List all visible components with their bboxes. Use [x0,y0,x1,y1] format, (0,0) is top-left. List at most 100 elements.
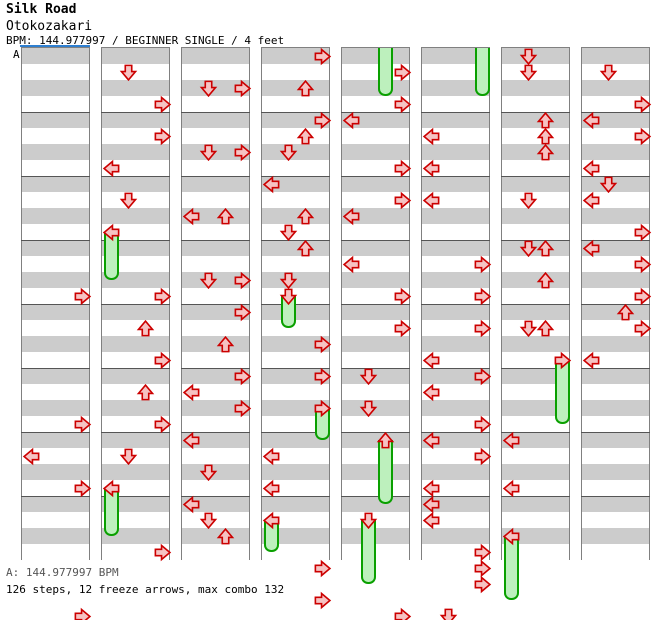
chart-column[interactable] [101,47,172,562]
measure-divider [21,368,90,369]
measure-divider [501,432,570,433]
stats-footer: 126 steps, 12 freeze arrows, max combo 1… [6,583,285,596]
measure-divider [101,496,170,497]
beat-row [582,352,649,368]
beat-row [182,64,249,80]
beat-row [582,416,649,432]
beat-row [502,336,569,352]
beat-row [182,496,249,512]
beat-row [102,48,169,64]
measure-divider [261,432,330,433]
chart-column[interactable] [421,47,492,620]
tap-note-down-arrow-icon[interactable] [439,607,458,620]
beat-row [182,176,249,192]
chart-column[interactable] [21,47,92,620]
tap-note-right-arrow-icon[interactable] [473,575,492,594]
measure-divider [101,240,170,241]
beat-row [422,144,489,160]
bpm-footer: A: 144.977997 BPM [6,566,119,579]
measure-divider [421,240,490,241]
beat-row [422,400,489,416]
beat-row [262,320,329,336]
freeze-body [475,48,490,88]
beat-row [422,464,489,480]
measure-divider [581,176,650,177]
beat-row [502,320,569,336]
beat-row [182,528,249,544]
beat-row [262,368,329,384]
chart-column[interactable] [341,47,412,620]
beat-row [422,96,489,112]
beat-row [182,272,249,288]
beat-row [422,432,489,448]
beat-row [22,320,89,336]
beat-row [182,224,249,240]
beat-row [182,416,249,432]
beat-row [422,320,489,336]
freeze-body [281,296,296,320]
beat-row [262,464,329,480]
tap-note-right-arrow-icon[interactable] [393,607,412,620]
beat-row [182,256,249,272]
beat-row [502,496,569,512]
freeze-body [104,232,119,272]
beat-row [342,224,409,240]
beat-row [502,192,569,208]
beat-row [502,288,569,304]
beat-row [582,384,649,400]
measure-divider [101,432,170,433]
measure-divider [341,432,410,433]
tap-note-right-arrow-icon[interactable] [313,559,332,578]
beat-row [582,464,649,480]
beat-row [22,144,89,160]
measure-divider [501,176,570,177]
tap-note-right-arrow-icon[interactable] [313,591,332,610]
beat-row [342,480,409,496]
beat-row [422,112,489,128]
freeze-body [361,520,376,576]
beat-row [22,480,89,496]
beat-row [102,368,169,384]
beat-row [102,416,169,432]
beat-row [582,448,649,464]
tap-note-right-arrow-icon[interactable] [73,607,92,620]
beat-row [422,512,489,528]
chart-column[interactable] [501,47,572,600]
measure-divider [21,304,90,305]
beat-row [262,64,329,80]
beat-row [502,176,569,192]
freeze-body [378,440,393,496]
measure-divider [181,240,250,241]
beat-row [182,352,249,368]
beat-row [582,192,649,208]
beat-row [502,480,569,496]
beat-row [342,112,409,128]
measure-divider [581,112,650,113]
chart-column[interactable] [261,47,332,610]
beat-row [342,128,409,144]
beat-row [22,496,89,512]
beat-row [342,272,409,288]
beat-row [422,352,489,368]
beat-row [422,192,489,208]
beat-row [422,496,489,512]
beat-row [102,288,169,304]
beat-row [102,464,169,480]
beat-row [22,80,89,96]
tap-note-right-arrow-icon[interactable] [473,559,492,578]
beat-row [422,128,489,144]
chart-column[interactable] [181,47,252,560]
beat-row [262,256,329,272]
beat-row [422,80,489,96]
beat-row [502,240,569,256]
beat-row [582,272,649,288]
freeze-tail-cap [504,592,519,600]
chart-column[interactable] [581,47,652,560]
beat-row [102,160,169,176]
beat-row [342,336,409,352]
beat-row [182,432,249,448]
beat-row [262,128,329,144]
beat-row [262,384,329,400]
beat-row [102,320,169,336]
